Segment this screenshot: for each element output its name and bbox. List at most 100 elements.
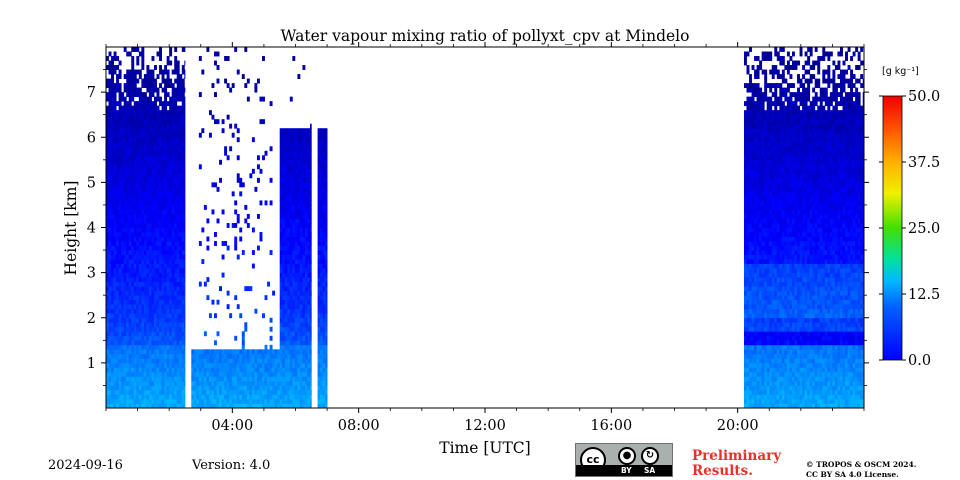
heatmap-cell — [302, 290, 306, 296]
heatmap-cell — [113, 389, 117, 395]
heatmap-cell — [761, 123, 765, 129]
heatmap-cell — [226, 56, 230, 61]
heatmap-cell — [179, 150, 183, 156]
heatmap-cell — [174, 268, 178, 274]
heatmap-cell — [216, 367, 220, 373]
heatmap-cell — [201, 394, 205, 400]
heatmap-cell — [151, 137, 155, 143]
heatmap-cell — [128, 123, 132, 129]
heatmap-cell — [746, 335, 750, 341]
heatmap-cell — [246, 371, 250, 377]
heatmap-cell — [304, 177, 308, 183]
heatmap-cell — [141, 83, 145, 89]
heatmap-cell — [289, 168, 293, 174]
heatmap-cell — [148, 250, 152, 255]
heatmap-cell — [743, 389, 747, 395]
heatmap-cell — [294, 204, 298, 210]
heatmap-cell — [171, 137, 175, 143]
heatmap-cell — [743, 259, 747, 264]
heatmap-cell — [216, 65, 220, 70]
heatmap-cell — [206, 236, 210, 242]
heatmap-cell — [761, 51, 765, 57]
heatmap-cell — [297, 403, 301, 409]
heatmap-cell — [164, 164, 168, 170]
heatmap-cell — [292, 191, 296, 197]
heatmap-cell — [154, 200, 157, 206]
heatmap-cell — [161, 295, 165, 301]
heatmap-cell — [131, 191, 135, 197]
heatmap-cell — [111, 322, 114, 328]
heatmap-cell — [262, 96, 265, 102]
heatmap-cell — [143, 245, 147, 251]
heatmap-cell — [118, 177, 122, 183]
heatmap-cell — [221, 349, 225, 355]
heatmap-cell — [138, 110, 142, 116]
heatmap-cell — [310, 389, 312, 395]
heatmap-cell — [171, 87, 175, 93]
heatmap-cell — [176, 353, 180, 359]
heatmap-cell — [749, 344, 752, 350]
heatmap-cell — [184, 114, 186, 120]
heatmap-cell — [179, 380, 183, 386]
heatmap-cell — [161, 268, 165, 274]
heatmap-cell — [751, 209, 755, 215]
heatmap-cell — [299, 380, 303, 386]
heatmap-cell — [169, 227, 173, 233]
heatmap-cell — [304, 168, 308, 174]
heatmap-cell — [151, 263, 155, 269]
heatmap-cell — [302, 380, 306, 386]
heatmap-cell — [169, 232, 173, 237]
heatmap-cell — [774, 308, 778, 314]
heatmap-cell — [154, 250, 157, 255]
heatmap-cell — [123, 173, 127, 179]
heatmap-cell — [161, 173, 165, 179]
heatmap-cell — [320, 191, 324, 197]
heatmap-cell — [169, 213, 173, 219]
heatmap-cell — [214, 380, 217, 386]
heatmap-cell — [302, 232, 306, 237]
heatmap-cell — [219, 371, 222, 377]
heatmap-cell — [154, 286, 157, 292]
heatmap-cell — [156, 304, 160, 310]
heatmap-cell — [231, 371, 235, 377]
heatmap-cell — [148, 286, 152, 292]
heatmap-cell — [299, 173, 303, 179]
heatmap-cell — [116, 380, 120, 386]
heatmap-cell — [219, 380, 222, 386]
heatmap-cell — [299, 371, 303, 377]
heatmap-cell — [181, 47, 185, 52]
heatmap-cell — [754, 218, 758, 224]
heatmap-cell — [176, 313, 180, 319]
heatmap-cell — [128, 137, 132, 143]
heatmap-cell — [307, 155, 311, 161]
heatmap-cell — [138, 92, 142, 98]
heatmap-cell — [320, 245, 324, 251]
heatmap-cell — [294, 137, 298, 143]
heatmap-cell — [108, 159, 112, 165]
heatmap-cell — [121, 358, 125, 364]
heatmap-cell — [746, 299, 750, 305]
heatmap-cell — [193, 353, 197, 359]
heatmap-cell — [133, 168, 137, 174]
heatmap-cell — [133, 155, 137, 161]
heatmap-cell — [299, 259, 303, 264]
heatmap-cell — [136, 78, 140, 84]
heatmap-cell — [292, 268, 296, 274]
heatmap-cell — [294, 259, 298, 264]
heatmap-cell — [756, 110, 760, 116]
heatmap-cell — [133, 150, 137, 156]
heatmap-cell — [236, 398, 240, 404]
heatmap-cell — [181, 290, 185, 296]
heatmap-cell — [116, 286, 120, 292]
heatmap-cell — [322, 200, 326, 206]
heatmap-cell — [111, 92, 114, 98]
heatmap-cell — [191, 371, 195, 377]
heatmap-cell — [322, 362, 326, 368]
heatmap-cell — [111, 232, 114, 237]
heatmap-cell — [302, 186, 306, 192]
heatmap-cell — [184, 195, 186, 201]
heatmap-cell — [771, 331, 775, 337]
heatmap-cell — [166, 299, 170, 305]
heatmap-cell — [756, 186, 760, 192]
heatmap-cell — [299, 177, 303, 183]
